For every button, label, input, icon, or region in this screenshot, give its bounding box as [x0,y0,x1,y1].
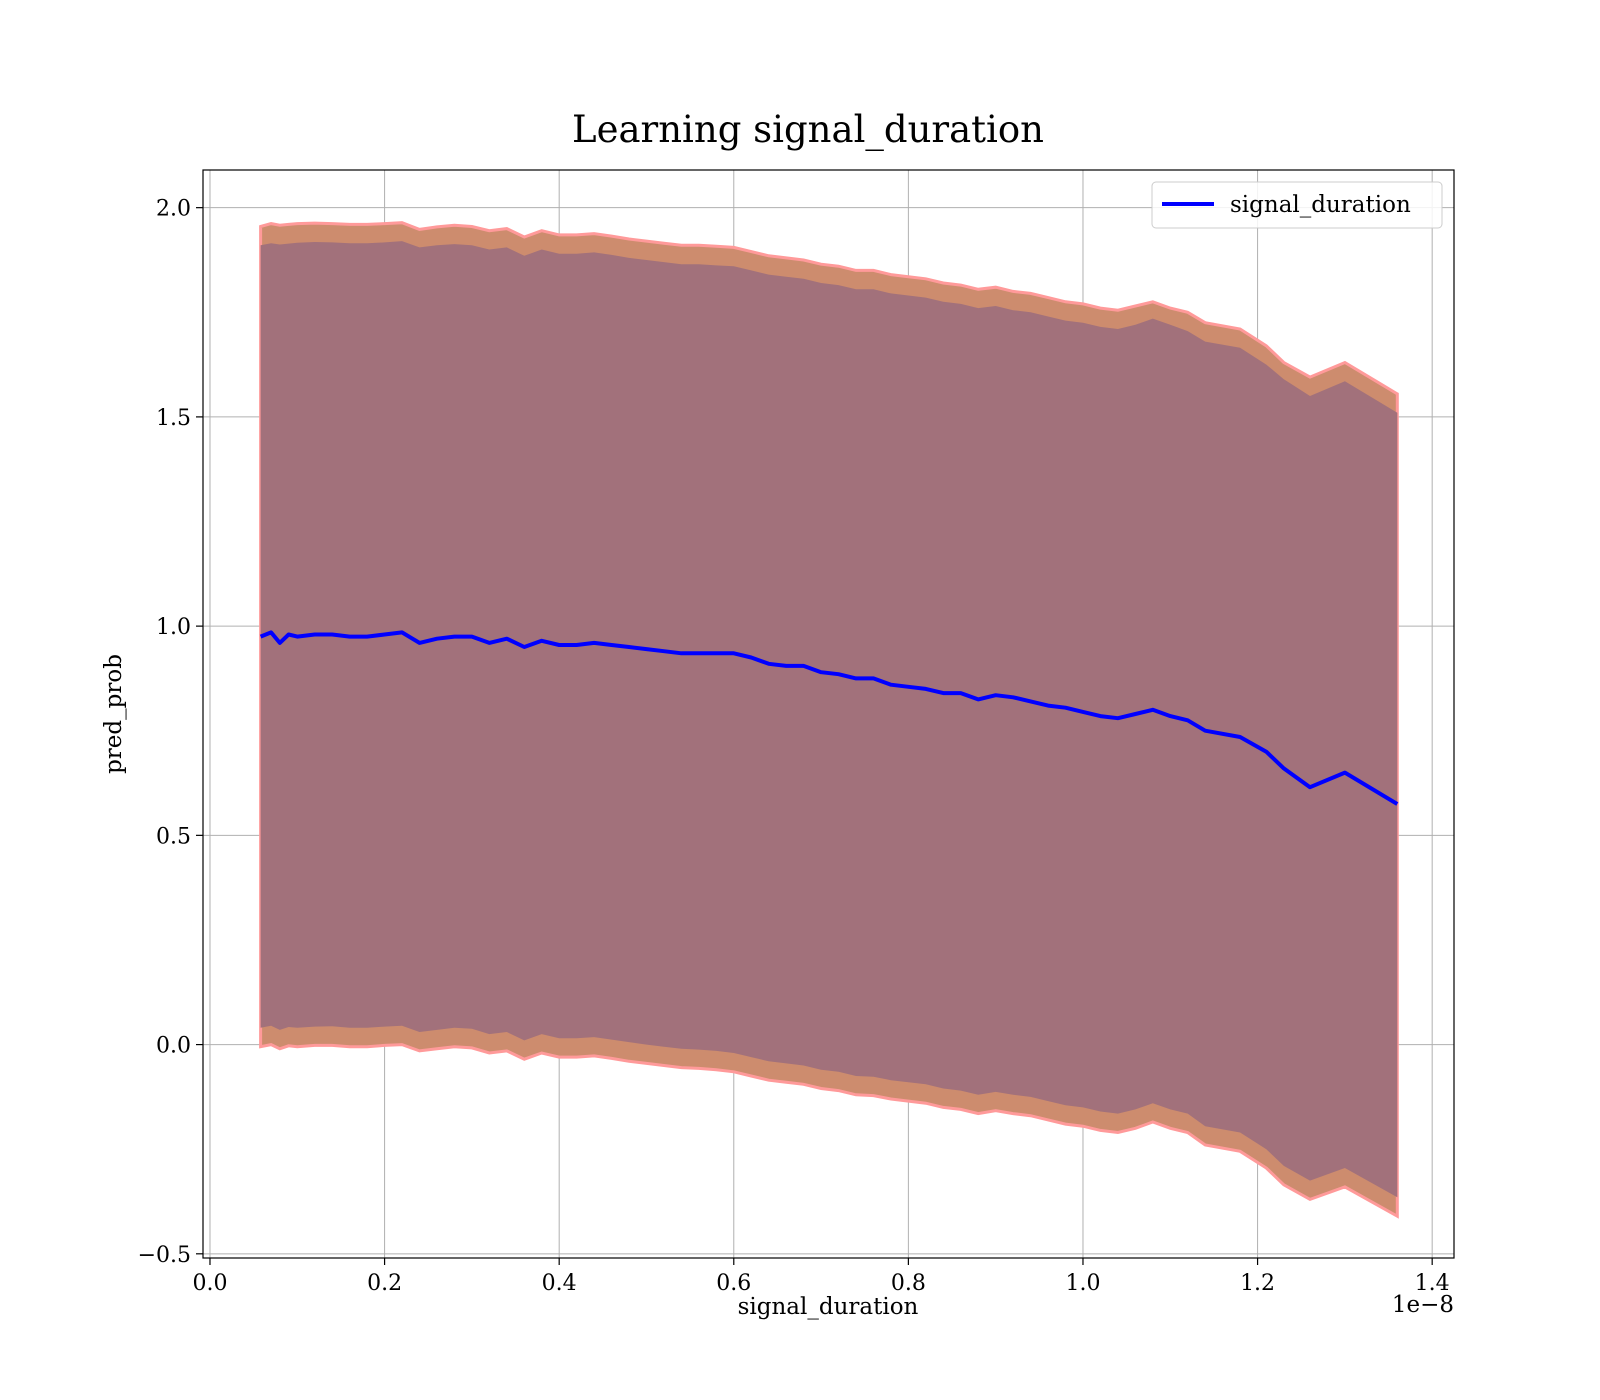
legend: signal_duration [1151,181,1443,229]
x-tick-label: 0.4 [542,1271,577,1296]
y-tick-label: 0.5 [156,824,191,849]
series-line [259,630,1399,806]
legend-box [1151,181,1443,229]
x-tick-label: 1.4 [1415,1271,1450,1296]
chart-title: Learning signal_duration [572,108,1044,152]
plot-frame [202,169,1455,1259]
legend-label: signal_duration [1230,192,1411,218]
y-tick-label: −0.5 [138,1243,191,1268]
inner-band-area [260,241,1398,1198]
x-tick-label: 0.2 [367,1271,402,1296]
x-tick-label: 1.0 [1065,1271,1100,1296]
x-tick-label: 0.0 [192,1271,227,1296]
y-tick-label: 1.0 [156,615,191,640]
x-tick-label: 0.8 [891,1271,926,1296]
x-tick-label: 1.2 [1240,1271,1275,1296]
x-tick-label: 0.6 [716,1271,751,1296]
x-axis-title: signal_duration [738,1294,919,1320]
prediction-bands [259,221,1399,1219]
y-axis-title: pred_prob [101,654,127,774]
y-axis-ticks: −0.5 0.0 0.5 1.0 1.5 2.0 [138,197,203,1268]
y-tick-label: 0.0 [156,1034,191,1059]
y-tick-label: 1.5 [156,406,191,431]
x-axis-ticks: 0.0 0.2 0.4 0.6 0.8 1.0 1.2 1.4 [192,1258,1450,1296]
x-axis-offset-label: 1e−8 [1392,1292,1454,1318]
y-tick-label: 2.0 [156,197,191,222]
